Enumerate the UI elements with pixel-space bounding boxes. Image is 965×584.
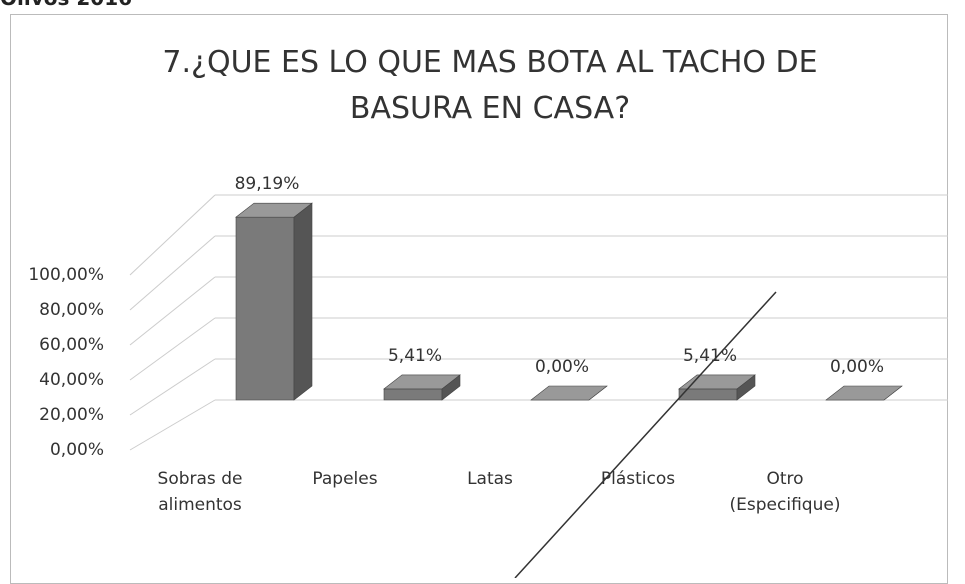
bar: [825, 385, 903, 401]
chart-title: 7.¿QUE ES LO QUE MAS BOTA AL TACHO DE BA…: [162, 45, 818, 126]
x-tick-label: Plásticos: [600, 469, 676, 489]
bar-top: [235, 202, 313, 218]
x-tick-label: Latas: [467, 469, 513, 489]
bar-front: [678, 388, 738, 401]
grid-line: [129, 399, 216, 451]
value-label: 0,00%: [535, 357, 589, 377]
bar: [530, 385, 608, 401]
value-label: 5,41%: [388, 346, 442, 366]
value-label: 0,00%: [830, 357, 884, 377]
pen-stroke: [514, 291, 777, 578]
grid-line: [129, 235, 216, 311]
value-label: 89,19%: [235, 174, 300, 194]
y-tick-label: 80,00%: [39, 300, 104, 320]
caption: Olivos 2016: [0, 0, 132, 10]
grid-line: [129, 276, 216, 346]
bar: [383, 374, 461, 401]
bar: [678, 374, 756, 401]
bar-side: [293, 202, 313, 401]
grid-line: [129, 317, 216, 381]
grid-line: [129, 358, 216, 416]
y-tick-label: 100,00%: [28, 265, 104, 285]
y-tick-label: 20,00%: [39, 405, 104, 425]
value-label: 5,41%: [683, 346, 737, 366]
bar-front: [383, 388, 443, 401]
y-tick-label: 60,00%: [39, 335, 104, 355]
bar: [235, 202, 313, 401]
y-tick-label: 0,00%: [50, 440, 104, 460]
bar-top: [530, 385, 608, 401]
x-tick-label: Sobras de alimentos: [157, 469, 243, 515]
bar-top: [383, 374, 461, 390]
grid-line: [129, 194, 216, 276]
x-tick-label: Otro (Especifique): [729, 469, 841, 515]
bar-top: [825, 385, 903, 401]
bar-front: [235, 216, 295, 401]
x-tick-label: Papeles: [312, 469, 378, 489]
y-tick-label: 40,00%: [39, 370, 104, 390]
